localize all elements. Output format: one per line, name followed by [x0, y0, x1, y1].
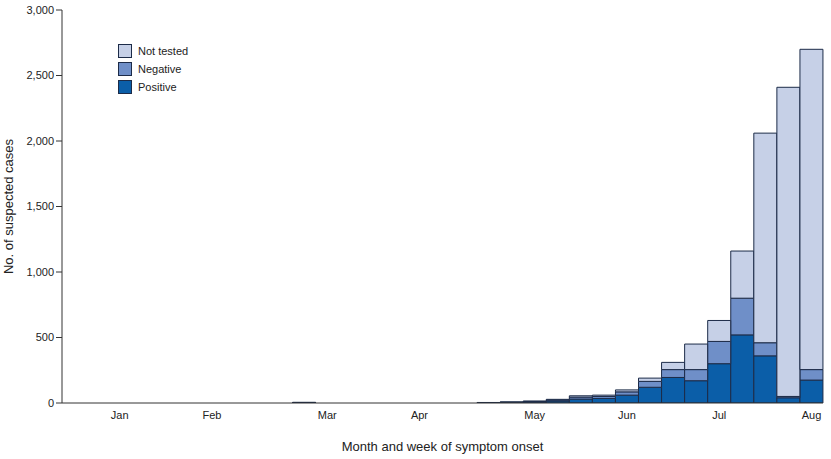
svg-text:Apr: Apr [411, 409, 428, 421]
svg-text:Aug: Aug [802, 409, 822, 421]
svg-text:May: May [524, 409, 545, 421]
svg-text:0: 0 [48, 397, 54, 409]
html-text:Negative: Negative [138, 63, 182, 75]
svg-text:Mar: Mar [318, 409, 337, 421]
svg-text:2,000: 2,000 [26, 135, 54, 147]
svg-text:Jul: Jul [712, 409, 726, 421]
svg-text:Jan: Jan [111, 409, 129, 421]
html-text:Positive: Positive [138, 81, 177, 93]
svg-text:2,500: 2,500 [26, 69, 54, 81]
svg-text:Feb: Feb [202, 409, 221, 421]
svg-text:Month and week of symptom onse: Month and week of symptom onset [342, 439, 544, 454]
svg-text:500: 500 [36, 331, 54, 343]
html-text:Not tested: Not tested [138, 45, 189, 57]
svg-text:Jun: Jun [618, 409, 636, 421]
svg-text:1,500: 1,500 [26, 200, 54, 212]
svg-text:No. of suspected cases: No. of suspected cases [8, 138, 16, 274]
svg-text:3,000: 3,000 [26, 4, 54, 16]
svg-text:1,000: 1,000 [26, 266, 54, 278]
